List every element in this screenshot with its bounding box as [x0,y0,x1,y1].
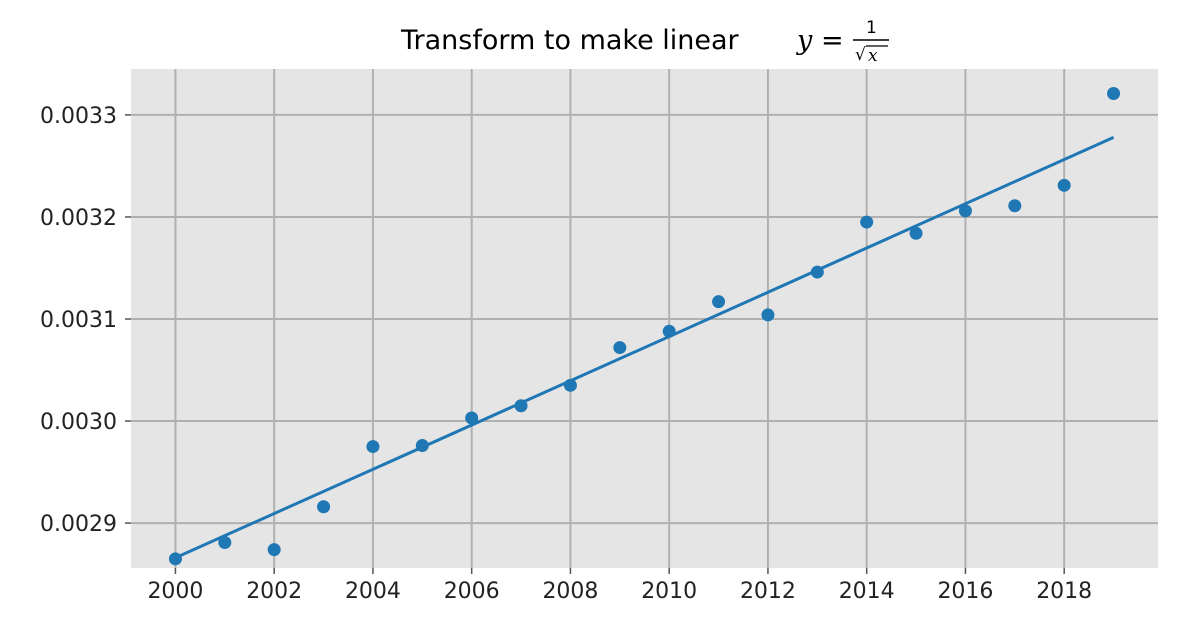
y-axis-ticks: 0.0029 0.0030 0.0031 0.0032 0.0033 [40,104,131,537]
scatter-point [366,440,380,454]
y-tick-label: 0.0029 [40,512,117,537]
x-tick-label: 2012 [740,579,796,604]
chart-title-text: Transform to make linear [400,25,740,56]
chart-title: Transform to make linear y = 1 √ x [400,18,889,66]
y-tick-label: 0.0030 [40,410,117,435]
x-tick-label: 2016 [937,579,993,604]
scatter-point [218,535,232,549]
x-tick-label: 2010 [641,579,697,604]
chart-title-frac-numerator: 1 [866,18,877,38]
scatter-point [958,204,972,218]
scatter-point [810,265,824,279]
chart-title-math-var: y [796,25,813,56]
chart-title-frac-radicand: x [868,46,878,66]
scatter-point [662,324,676,338]
x-tick-label: 2008 [542,579,598,604]
chart-title-math-equals: = [821,25,844,56]
x-tick-label: 2004 [345,579,401,604]
scatter-point [415,439,429,453]
scatter-point [563,378,577,392]
scatter-point [267,543,281,557]
y-tick-label: 0.0033 [40,104,117,129]
x-tick-label: 2018 [1036,579,1092,604]
scatter-point [860,215,874,229]
x-tick-label: 2006 [444,579,500,604]
series-layer [168,86,1121,566]
chart-title-frac-radical: √ [855,45,866,65]
scatter-point [712,295,726,309]
scatter-point [317,500,331,514]
scatter-point [909,226,923,240]
y-tick-label: 0.0031 [40,308,117,333]
scatter-point [1008,199,1022,213]
scatter-point [514,399,528,413]
x-tick-label: 2014 [839,579,895,604]
y-gridlines [131,113,1158,525]
scatter-point [465,411,479,425]
x-tick-label: 2000 [147,579,203,604]
x-tick-label: 2002 [246,579,302,604]
y-tick-label: 0.0032 [40,206,117,231]
scatter-point [1057,178,1071,192]
scatter-point [1107,86,1121,100]
scatter-point [168,552,182,566]
fit-line [174,136,1115,560]
scatter-point [761,308,775,322]
scatter-point [613,341,627,355]
x-axis-ticks: 2000 2002 2004 2006 2008 2010 2012 2014 2016 2018 [147,568,1092,604]
